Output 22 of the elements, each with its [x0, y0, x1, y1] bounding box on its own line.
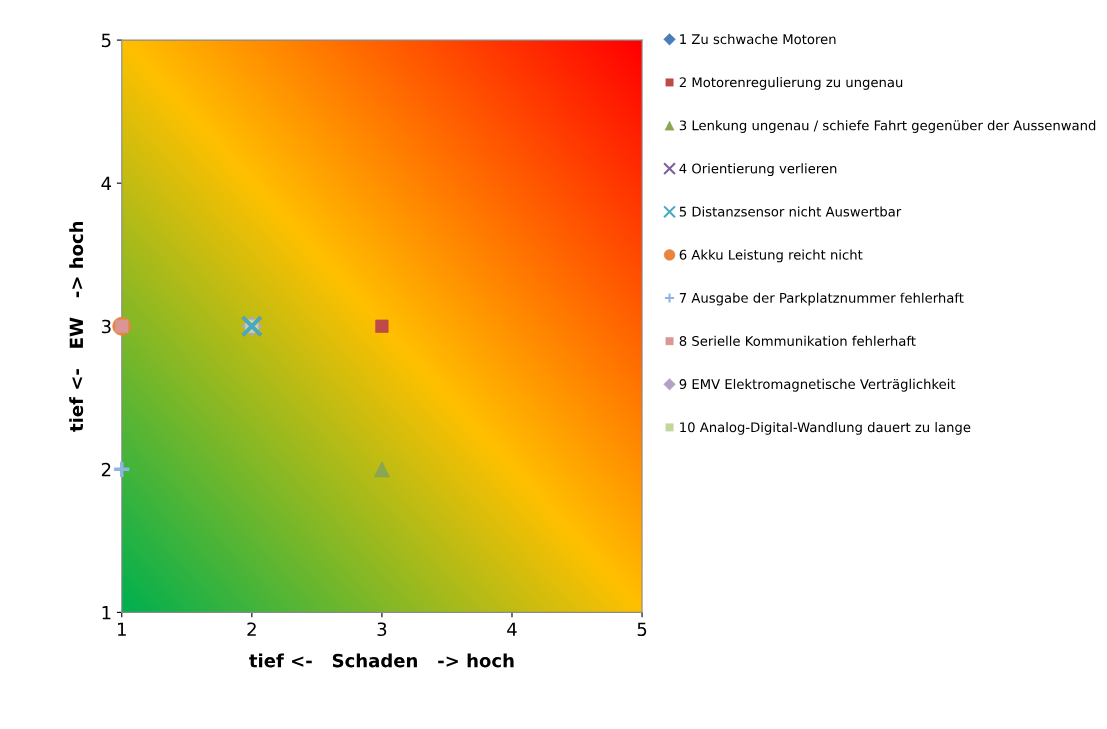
legend-label: 6 Akku Leistung reicht nicht	[679, 249, 863, 263]
legend-label: 3 Lenkung ungenau / schiefe Fahrt gegenüber der Aussenwand	[679, 120, 1096, 133]
y-tick-label: 5	[101, 33, 111, 48]
legend-label: 8 Serielle Kommunikation fehlerhaft	[679, 335, 916, 346]
x-tick-label: 5	[637, 622, 647, 637]
legend-label: 10 Analog-Digital-Wandlung dauert zu lange	[680, 421, 971, 435]
y-tick-label: 1	[102, 606, 111, 620]
x-tick-label: 1	[118, 622, 126, 636]
y-axis-title: tief <- EW -> hoch	[69, 221, 84, 432]
x-axis-title: tief <- Schaden -> hoch	[249, 653, 514, 668]
legend-label: 2 Motorenregulierung zu ungenau	[679, 77, 903, 90]
legend-label: 7 Ausgabe der Parkplatznummer fehlerhaft	[679, 292, 964, 306]
x-tick-label: 3	[377, 622, 387, 637]
x-tick-label: 4	[507, 622, 517, 636]
x-tick-label: 2	[247, 622, 256, 636]
y-tick-label: 3	[101, 319, 111, 334]
y-tick-label: 4	[101, 176, 112, 191]
legend-label: 4 Orientierung verlieren	[679, 163, 837, 177]
legend-label: 1 Zu schwache Motoren	[680, 33, 836, 45]
y-tick-label: 2	[101, 462, 111, 477]
legend-label: 9 EMV Elektromagnetische Verträglichkeit	[679, 378, 956, 392]
legend-label: 5 Distanzsensor nicht Auswertbar	[679, 206, 902, 217]
